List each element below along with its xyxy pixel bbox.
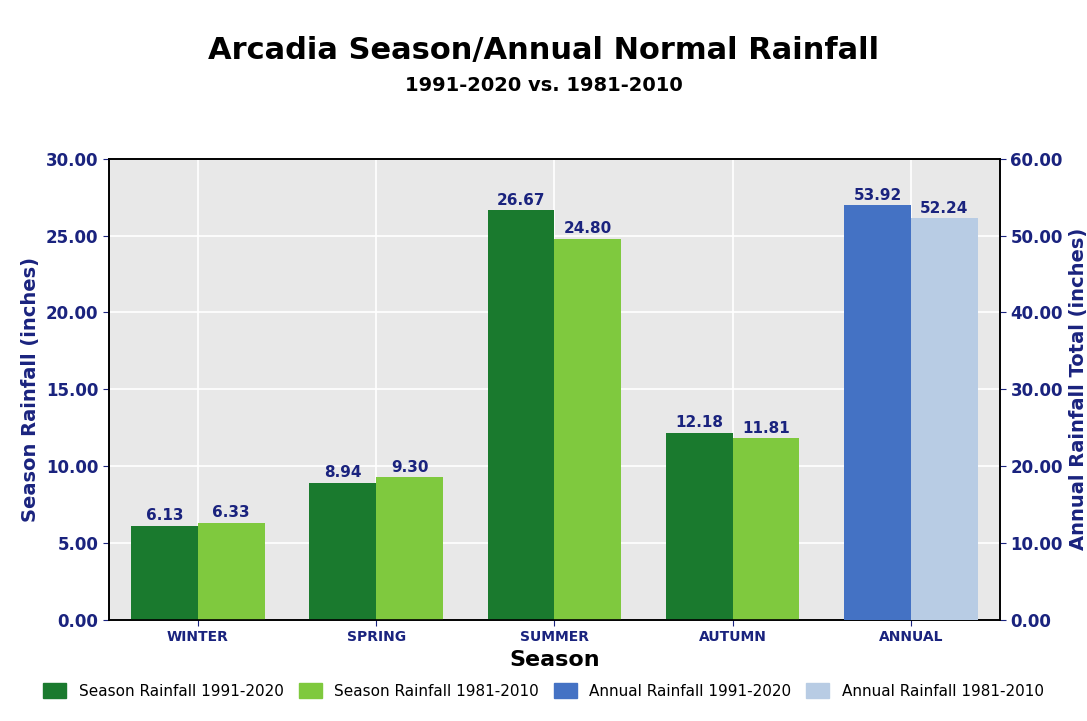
Text: 6.13: 6.13 (146, 508, 183, 523)
Y-axis label: Season Rainfall (inches): Season Rainfall (inches) (22, 257, 40, 522)
Bar (666, 433, 733, 620)
Text: Arcadia Season/Annual Normal Rainfall: Arcadia Season/Annual Normal Rainfall (208, 36, 879, 65)
Bar (911, 218, 978, 620)
Bar (554, 239, 621, 620)
Text: 6.33: 6.33 (212, 505, 250, 521)
Text: 9.30: 9.30 (391, 460, 428, 474)
Bar (376, 477, 443, 620)
Bar (198, 523, 264, 620)
Text: 26.67: 26.67 (497, 193, 546, 208)
Text: 8.94: 8.94 (324, 465, 361, 480)
Bar (130, 526, 198, 620)
Text: 11.81: 11.81 (742, 421, 790, 436)
Text: 24.80: 24.80 (564, 221, 612, 236)
Text: 1991-2020 vs. 1981-2010: 1991-2020 vs. 1981-2010 (404, 76, 683, 94)
Bar (309, 482, 376, 620)
Bar (488, 210, 554, 620)
Bar (844, 205, 911, 620)
X-axis label: Season: Season (509, 650, 600, 670)
Text: 52.24: 52.24 (920, 201, 969, 216)
Text: 53.92: 53.92 (853, 188, 901, 203)
Legend: Season Rainfall 1991-2020, Season Rainfall 1981-2010, Annual Rainfall 1991-2020,: Season Rainfall 1991-2020, Season Rainfa… (36, 675, 1051, 706)
Bar (733, 438, 799, 620)
Y-axis label: Annual Rainfall Total (inches): Annual Rainfall Total (inches) (1069, 229, 1087, 550)
Text: 12.18: 12.18 (675, 415, 723, 430)
